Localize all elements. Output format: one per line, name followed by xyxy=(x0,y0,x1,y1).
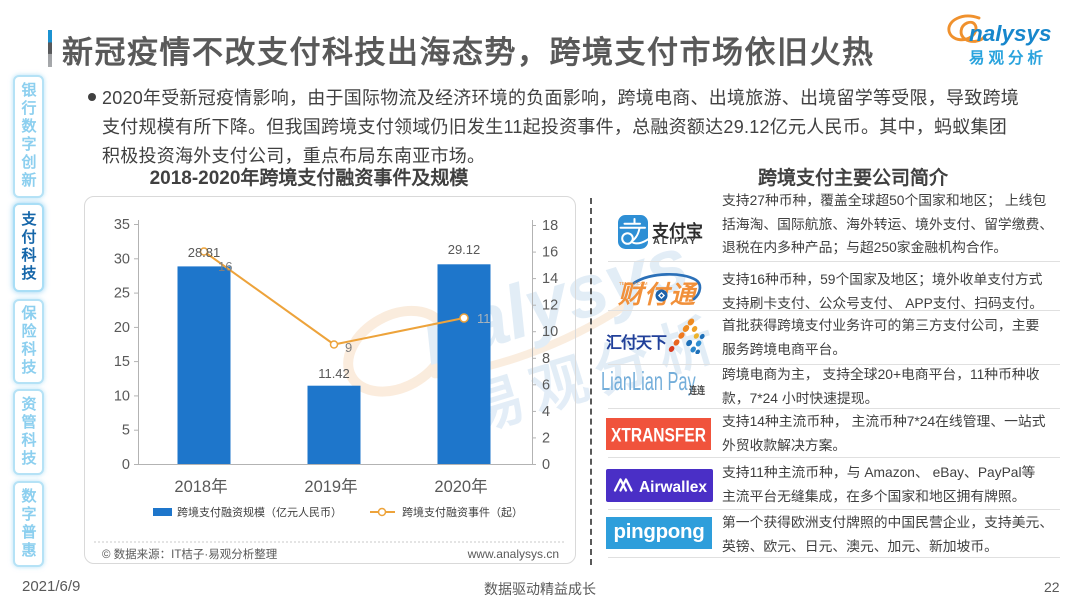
svg-text:跨境支付融资规模（亿元人民币）: 跨境支付融资规模（亿元人民币） xyxy=(177,505,342,519)
svg-text:14: 14 xyxy=(542,271,558,287)
svg-text:TENPAY.COM: TENPAY.COM xyxy=(619,281,648,286)
svg-text:Airwallex: Airwallex xyxy=(639,479,707,496)
svg-text:16: 16 xyxy=(542,245,558,261)
svg-text:9: 9 xyxy=(345,340,352,355)
svg-text:nalysys: nalysys xyxy=(969,21,1052,46)
svg-text:XTRANSFER: XTRANSFER xyxy=(611,426,706,447)
svg-text:30: 30 xyxy=(114,251,130,267)
svg-text:29.12: 29.12 xyxy=(448,242,481,257)
svg-text:28.81: 28.81 xyxy=(188,245,221,260)
svg-text:25: 25 xyxy=(114,286,130,302)
svg-text:易观分析: 易观分析 xyxy=(969,48,1047,67)
svg-text:2019年: 2019年 xyxy=(304,477,357,496)
svg-text:0: 0 xyxy=(122,457,130,473)
svg-text:© 数据来源：IT桔子·易观分析整理: © 数据来源：IT桔子·易观分析整理 xyxy=(102,547,278,561)
svg-text:15: 15 xyxy=(114,354,130,370)
svg-text:2020年: 2020年 xyxy=(434,477,487,496)
svg-text:10: 10 xyxy=(114,388,130,404)
svg-text:16: 16 xyxy=(218,259,232,274)
svg-text:35: 35 xyxy=(114,217,130,233)
svg-text:2018年: 2018年 xyxy=(174,477,227,496)
svg-text:18: 18 xyxy=(542,218,558,234)
svg-text:12: 12 xyxy=(542,298,558,314)
svg-text:跨境支付融资事件（起）: 跨境支付融资事件（起） xyxy=(402,505,523,519)
svg-text:5: 5 xyxy=(122,423,130,439)
svg-text:6: 6 xyxy=(542,377,550,393)
svg-text:0: 0 xyxy=(542,457,550,473)
svg-text:11.42: 11.42 xyxy=(318,366,350,381)
svg-text:11: 11 xyxy=(477,311,491,326)
svg-text:www.analysys.cn: www.analysys.cn xyxy=(467,547,559,561)
svg-text:20: 20 xyxy=(114,320,130,336)
svg-text:8: 8 xyxy=(542,351,550,367)
svg-text:10: 10 xyxy=(542,324,558,340)
svg-text:4: 4 xyxy=(542,404,550,420)
svg-text:2: 2 xyxy=(542,430,550,446)
